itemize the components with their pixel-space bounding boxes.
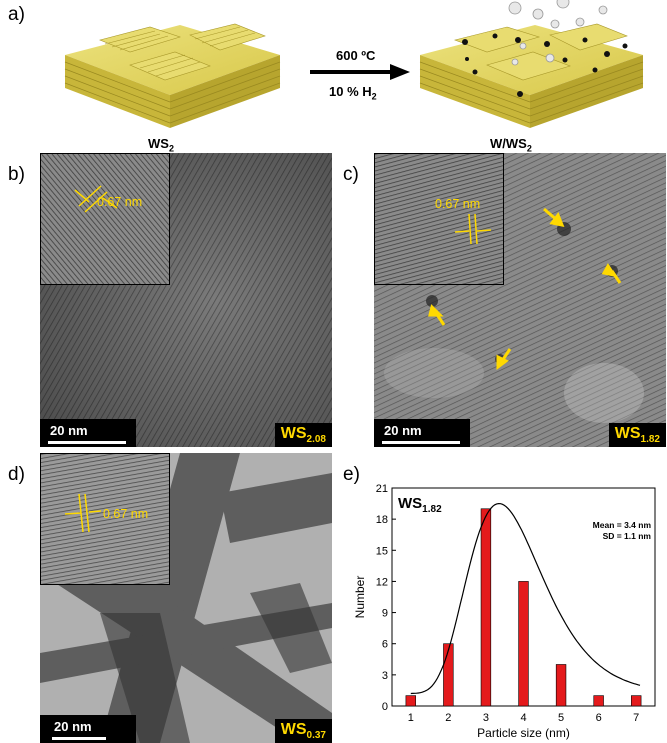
- panel-label-a: a): [8, 4, 25, 25]
- tem-image-c: 0.67 nm 20 nm WS1.82: [374, 153, 666, 447]
- histogram-bar: [631, 695, 642, 707]
- histogram-bar: [518, 581, 529, 707]
- y-axis-label: Number: [353, 576, 367, 619]
- histogram-bar: [443, 643, 454, 707]
- schematic-left-label: WS2: [148, 136, 174, 154]
- y-tick-label: 12: [376, 576, 388, 588]
- y-tick-label: 21: [376, 483, 388, 495]
- histogram-bar: [593, 695, 604, 707]
- sample-label-d: WS0.37: [274, 718, 332, 743]
- x-tick-label: 1: [408, 712, 414, 724]
- y-tick-label: 0: [382, 701, 388, 713]
- x-tick-label: 4: [520, 712, 526, 724]
- arrow-top-label: 600 ºC: [336, 48, 376, 63]
- gaussian-fit-curve: [410, 502, 641, 695]
- tem-image-d: 0.67 nm 20 nm WS0.37: [40, 453, 332, 743]
- panel-label-c: c): [343, 164, 359, 185]
- sample-label-b: WS2.08: [274, 422, 332, 447]
- inset-c: 0.67 nm: [374, 153, 504, 285]
- histogram-bars: [405, 508, 642, 707]
- x-tick-label: 5: [558, 712, 564, 724]
- panel-label-d: d): [8, 464, 25, 485]
- panel-label-e: e): [343, 464, 360, 485]
- inset-b: 0.67 nm: [40, 153, 170, 285]
- sample-label-c: WS1.82: [608, 422, 666, 447]
- inset-d: 0.67 nm: [40, 453, 170, 585]
- tem-image-b: 0.67 nm 20 nm WS2.08: [40, 153, 332, 447]
- annotation-mean: Mean = 3.4 nm: [593, 520, 652, 530]
- y-tick-label: 3: [382, 670, 388, 682]
- inset-b-spacing: 0.67 nm: [97, 195, 142, 209]
- y-tick-label: 18: [376, 514, 388, 526]
- histogram-bar: [555, 664, 567, 707]
- histogram-bar: [480, 508, 492, 707]
- reaction-arrow-icon: [310, 64, 410, 80]
- scale-bar-c: 20 nm: [374, 419, 470, 447]
- inset-c-spacing: 0.67 nm: [435, 197, 480, 211]
- histogram-title: WS1.82: [398, 495, 442, 515]
- y-tick-label: 6: [382, 639, 388, 651]
- inset-d-spacing: 0.67 nm: [103, 507, 148, 521]
- x-tick-label: 3: [483, 712, 489, 724]
- annotation-sd: SD = 1.1 nm: [603, 531, 652, 541]
- w-ws2-schematic: [419, 0, 644, 128]
- schematic-right-label: W/WS2: [490, 136, 532, 154]
- scale-bar-b: 20 nm: [40, 419, 136, 447]
- panel-label-b: b): [8, 164, 25, 185]
- x-tick-label: 6: [596, 712, 602, 724]
- x-axis-label: Particle size (nm): [477, 726, 570, 740]
- arrow-bottom-label: 10 % H2: [329, 84, 377, 102]
- x-tick-label: 7: [633, 712, 639, 724]
- histogram-bar: [405, 695, 416, 707]
- ws2-schematic: [64, 23, 281, 128]
- y-tick-label: 15: [376, 545, 388, 557]
- scale-bar-d: 20 nm: [40, 715, 136, 743]
- x-tick-label: 2: [445, 712, 451, 724]
- y-tick-label: 9: [382, 608, 388, 620]
